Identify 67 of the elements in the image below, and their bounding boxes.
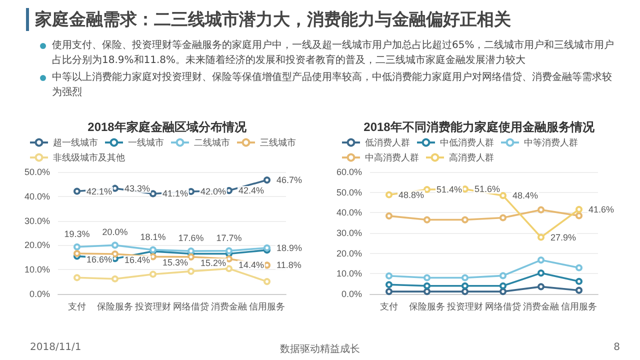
data-label: 17.7% [216,232,242,243]
x-tick-label: 消费金融 [523,302,559,312]
y-tick-label: 10.0% [336,268,362,279]
data-label: 19.3% [64,228,90,239]
legend-label: 高消费人群 [449,152,494,162]
data-label: 17.6% [178,233,204,244]
x-tick-label: 保险服务 [97,302,133,312]
x-tick-label: 保险服务 [409,302,445,312]
x-tick-label: 信用服务 [249,302,285,312]
x-tick-label: 投资理财 [446,302,483,312]
text: 数据驱动精益成长 [280,342,360,356]
x-tick-label: 支付 [68,302,86,312]
y-tick-label: 50.0% [24,167,50,177]
x-tick-label: 网络借贷 [173,302,209,312]
y-tick-label: 0.0% [341,289,362,299]
data-label: 11.8% [276,260,302,270]
x-tick-label: 网络借贷 [485,302,521,312]
legend-label: 非线级城市及其他 [53,152,125,162]
legend-label: 低消费人群 [365,138,410,148]
data-label: 18.9% [276,242,302,253]
legend-label: 中等消费人群 [524,138,578,148]
y-tick-label: 0.0% [29,289,50,299]
data-label: 16.6% [86,254,112,264]
data-label: 42.1% [86,186,112,196]
data-label: 46.7% [276,175,302,186]
legend-label: 二线城市 [194,138,230,148]
data-label: 48.8% [398,190,424,200]
text: 中等以上消费能力家庭对投资理财、保险等保值增值型产品使用率较高，中低消费能力家庭用户对网络借贷、消费金融等需求较为强烈 [40,70,620,100]
data-label: 51.4% [436,184,462,194]
data-label: 27.9% [550,232,576,242]
legend-label: 中低消费人群 [440,138,494,148]
data-label: 42.4% [238,186,264,196]
y-tick-label: 30.0% [24,216,50,226]
data-label: 16.4% [124,254,150,265]
data-label: 14.4% [238,260,264,270]
y-tick-label: 10.0% [24,264,50,275]
legend-label: 中高消费人群 [365,152,419,162]
y-tick-label: 60.0% [336,167,362,177]
text: 使用支付、保险、投资理财等金融服务的家庭用户中，一线及超一线城市用户加总占比超过65%，二线城市用户和三线城市用户占比分别为18.9%和11.8%。未来随着经济的发展和投资者教育的普及，二三线城市家庭金融发展潜力较大 [40,38,620,68]
x-tick-label: 支付 [380,302,398,312]
data-label: 41.1% [162,188,188,199]
data-label: 15.2% [200,258,226,268]
data-label: 48.4% [512,190,538,201]
data-label: 15.3% [162,258,188,268]
data-label: 41.6% [588,204,614,214]
x-tick-label: 投资理财 [134,302,171,312]
y-tick-label: 40.0% [24,191,50,202]
text: 8 [614,342,620,353]
chart-title: 2018年家庭金融区域分布情况 [88,120,248,134]
y-tick-label: 50.0% [336,187,362,198]
y-tick-label: 20.0% [24,240,50,250]
text: 2018/11/1 [30,342,82,353]
y-tick-label: 20.0% [336,248,362,258]
x-tick-label: 消费金融 [211,302,247,312]
data-label: 18.1% [140,232,166,242]
data-label: 43.3% [124,183,150,194]
text: 家庭金融需求：二三线城市潜力大，消费能力与金融偏好正相关 [26,8,511,31]
chart-title: 2018年不同消费能力家庭使用金融服务情况 [364,120,596,134]
legend-label: 三线城市 [260,138,296,148]
data-label: 51.6% [474,184,500,194]
data-label: 20.0% [102,227,128,238]
legend-label: 超一线城市 [53,138,98,148]
data-label: 42.0% [200,186,226,197]
y-tick-label: 30.0% [336,228,362,238]
legend-label: 一线城市 [128,138,164,148]
x-tick-label: 信用服务 [561,302,597,312]
y-tick-label: 40.0% [336,208,362,218]
